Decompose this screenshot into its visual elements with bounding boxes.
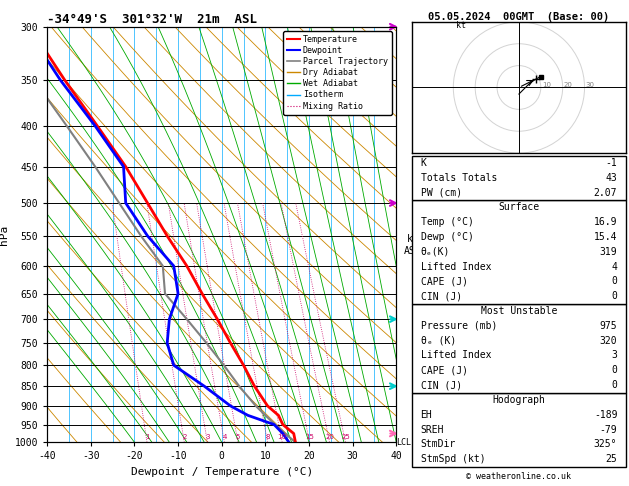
Text: 25: 25: [341, 434, 350, 440]
Text: 2: 2: [182, 434, 186, 440]
Text: 05.05.2024  00GMT  (Base: 00): 05.05.2024 00GMT (Base: 00): [428, 12, 610, 22]
Text: StmDir: StmDir: [421, 439, 456, 450]
Text: SREH: SREH: [421, 425, 444, 434]
Legend: Temperature, Dewpoint, Parcel Trajectory, Dry Adiabat, Wet Adiabat, Isotherm, Mi: Temperature, Dewpoint, Parcel Trajectory…: [283, 31, 392, 115]
Text: Lifted Index: Lifted Index: [421, 350, 491, 361]
Text: 1: 1: [145, 434, 149, 440]
Text: 10: 10: [277, 434, 287, 440]
FancyBboxPatch shape: [412, 200, 626, 304]
Text: 0: 0: [611, 380, 617, 390]
Text: Most Unstable: Most Unstable: [481, 306, 557, 316]
Text: Hodograph: Hodograph: [493, 395, 545, 405]
Text: 16.9: 16.9: [594, 217, 617, 227]
Text: 20: 20: [325, 434, 334, 440]
Text: PW (cm): PW (cm): [421, 188, 462, 197]
Text: Totals Totals: Totals Totals: [421, 173, 497, 183]
Text: 4: 4: [222, 434, 226, 440]
Text: 975: 975: [599, 321, 617, 331]
Text: 320: 320: [599, 336, 617, 346]
Text: CIN (J): CIN (J): [421, 291, 462, 301]
Text: CIN (J): CIN (J): [421, 380, 462, 390]
Text: 10: 10: [542, 82, 551, 88]
Y-axis label: km
ASL: km ASL: [404, 235, 422, 256]
Text: -79: -79: [599, 425, 617, 434]
Text: LCL: LCL: [396, 438, 411, 447]
Text: 43: 43: [606, 173, 617, 183]
Text: StmSpd (kt): StmSpd (kt): [421, 454, 485, 464]
Text: Lifted Index: Lifted Index: [421, 261, 491, 272]
Text: -34°49'S  301°32'W  21m  ASL: -34°49'S 301°32'W 21m ASL: [47, 13, 257, 26]
Text: © weatheronline.co.uk: © weatheronline.co.uk: [467, 472, 571, 481]
Text: Surface: Surface: [498, 202, 540, 212]
Text: 5: 5: [236, 434, 240, 440]
Text: 325°: 325°: [594, 439, 617, 450]
Text: CAPE (J): CAPE (J): [421, 277, 467, 286]
Text: 2.07: 2.07: [594, 188, 617, 197]
Text: CAPE (J): CAPE (J): [421, 365, 467, 375]
Text: Pressure (mb): Pressure (mb): [421, 321, 497, 331]
FancyBboxPatch shape: [412, 156, 626, 200]
Text: 15.4: 15.4: [594, 232, 617, 242]
Text: Temp (°C): Temp (°C): [421, 217, 474, 227]
Text: 20: 20: [564, 82, 572, 88]
Text: 30: 30: [586, 82, 594, 88]
Text: 8: 8: [265, 434, 270, 440]
Text: 0: 0: [611, 277, 617, 286]
FancyBboxPatch shape: [412, 393, 626, 467]
Text: 4: 4: [611, 261, 617, 272]
FancyBboxPatch shape: [412, 304, 626, 393]
Text: -189: -189: [594, 410, 617, 420]
Text: 3: 3: [205, 434, 209, 440]
Text: -1: -1: [606, 158, 617, 168]
Text: 0: 0: [611, 365, 617, 375]
Text: θₑ (K): θₑ (K): [421, 336, 456, 346]
Text: 25: 25: [606, 454, 617, 464]
Text: 15: 15: [305, 434, 314, 440]
Text: 0: 0: [611, 291, 617, 301]
Text: kt: kt: [455, 21, 465, 31]
Text: θₑ(K): θₑ(K): [421, 247, 450, 257]
Text: K: K: [421, 158, 426, 168]
Text: 319: 319: [599, 247, 617, 257]
X-axis label: Dewpoint / Temperature (°C): Dewpoint / Temperature (°C): [131, 467, 313, 477]
Text: Dewp (°C): Dewp (°C): [421, 232, 474, 242]
Text: EH: EH: [421, 410, 432, 420]
Text: 3: 3: [611, 350, 617, 361]
Y-axis label: hPa: hPa: [0, 225, 9, 244]
